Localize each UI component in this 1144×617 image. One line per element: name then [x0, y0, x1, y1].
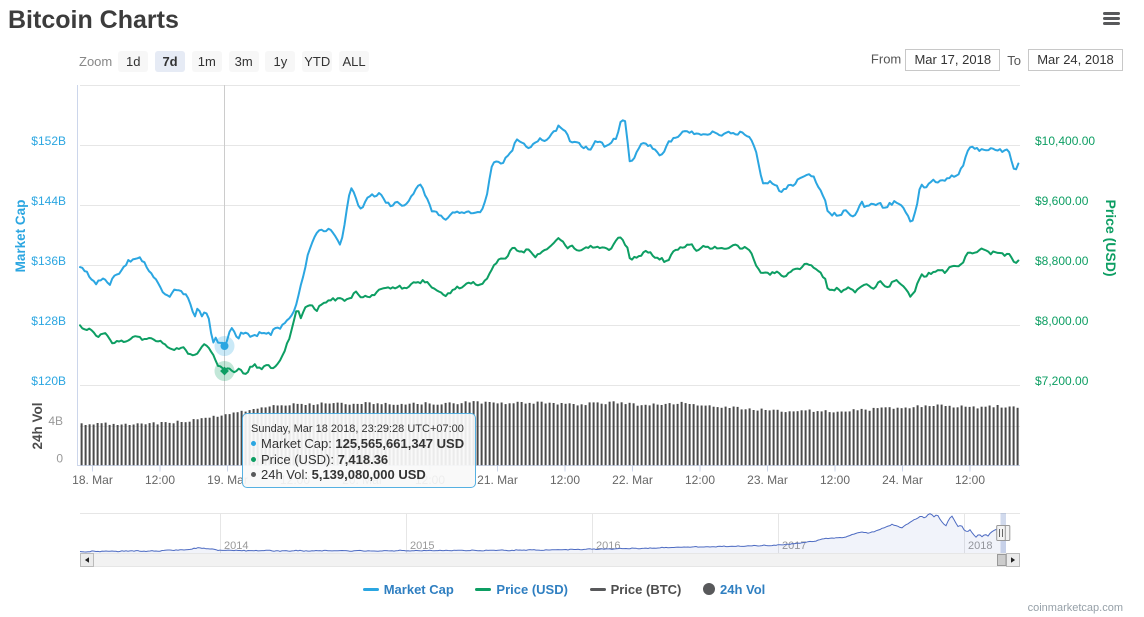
svg-text:0: 0 — [56, 452, 63, 466]
svg-text:$8,800.00: $8,800.00 — [1035, 254, 1089, 268]
svg-text:24h Vol: 24h Vol — [30, 402, 45, 449]
svg-text:22. Mar: 22. Mar — [612, 473, 653, 487]
svg-text:24. Mar: 24. Mar — [882, 473, 923, 487]
svg-text:21. Mar: 21. Mar — [477, 473, 518, 487]
svg-text:$10,400.00: $10,400.00 — [1035, 134, 1095, 148]
svg-text:$144B: $144B — [31, 194, 66, 208]
svg-text:$128B: $128B — [31, 314, 66, 328]
svg-text:18. Mar: 18. Mar — [72, 473, 113, 487]
svg-text:23. Mar: 23. Mar — [747, 473, 788, 487]
svg-text:2018: 2018 — [968, 540, 992, 552]
svg-text:$9,600.00: $9,600.00 — [1035, 194, 1089, 208]
svg-text:$7,200.00: $7,200.00 — [1035, 374, 1089, 388]
svg-text:4B: 4B — [48, 414, 63, 428]
svg-text:Market Cap: Market Cap — [13, 200, 28, 273]
svg-text:19. Mar: 19. Mar — [207, 473, 248, 487]
svg-text:2015: 2015 — [410, 540, 434, 552]
svg-text:$152B: $152B — [31, 134, 66, 148]
svg-text:$8,000.00: $8,000.00 — [1035, 314, 1089, 328]
svg-text:12:00: 12:00 — [955, 473, 985, 487]
svg-text:$136B: $136B — [31, 254, 66, 268]
svg-text:12:00: 12:00 — [550, 473, 580, 487]
svg-text:12:00: 12:00 — [145, 473, 175, 487]
svg-text:Price (USD): Price (USD) — [1103, 199, 1119, 276]
svg-text:2014: 2014 — [224, 540, 248, 552]
svg-text:12:00: 12:00 — [685, 473, 715, 487]
svg-text:$120B: $120B — [31, 374, 66, 388]
svg-text:12:00: 12:00 — [820, 473, 850, 487]
